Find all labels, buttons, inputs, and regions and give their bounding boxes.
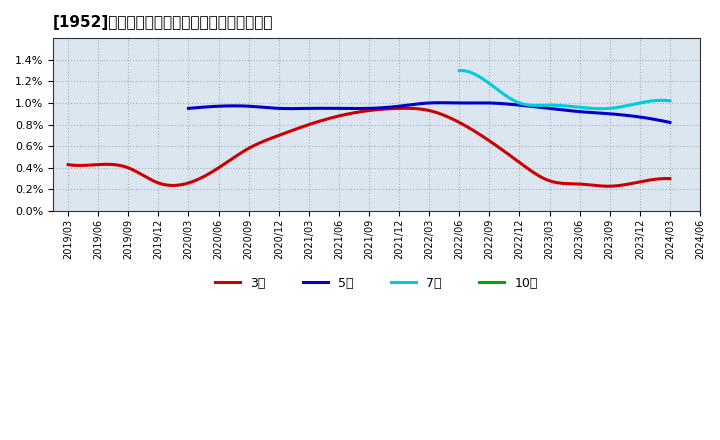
Text: [1952]　当期純利益マージンの標準偏差の推移: [1952] 当期純利益マージンの標準偏差の推移 xyxy=(53,15,274,30)
Legend: 3年, 5年, 7年, 10年: 3年, 5年, 7年, 10年 xyxy=(210,272,543,295)
